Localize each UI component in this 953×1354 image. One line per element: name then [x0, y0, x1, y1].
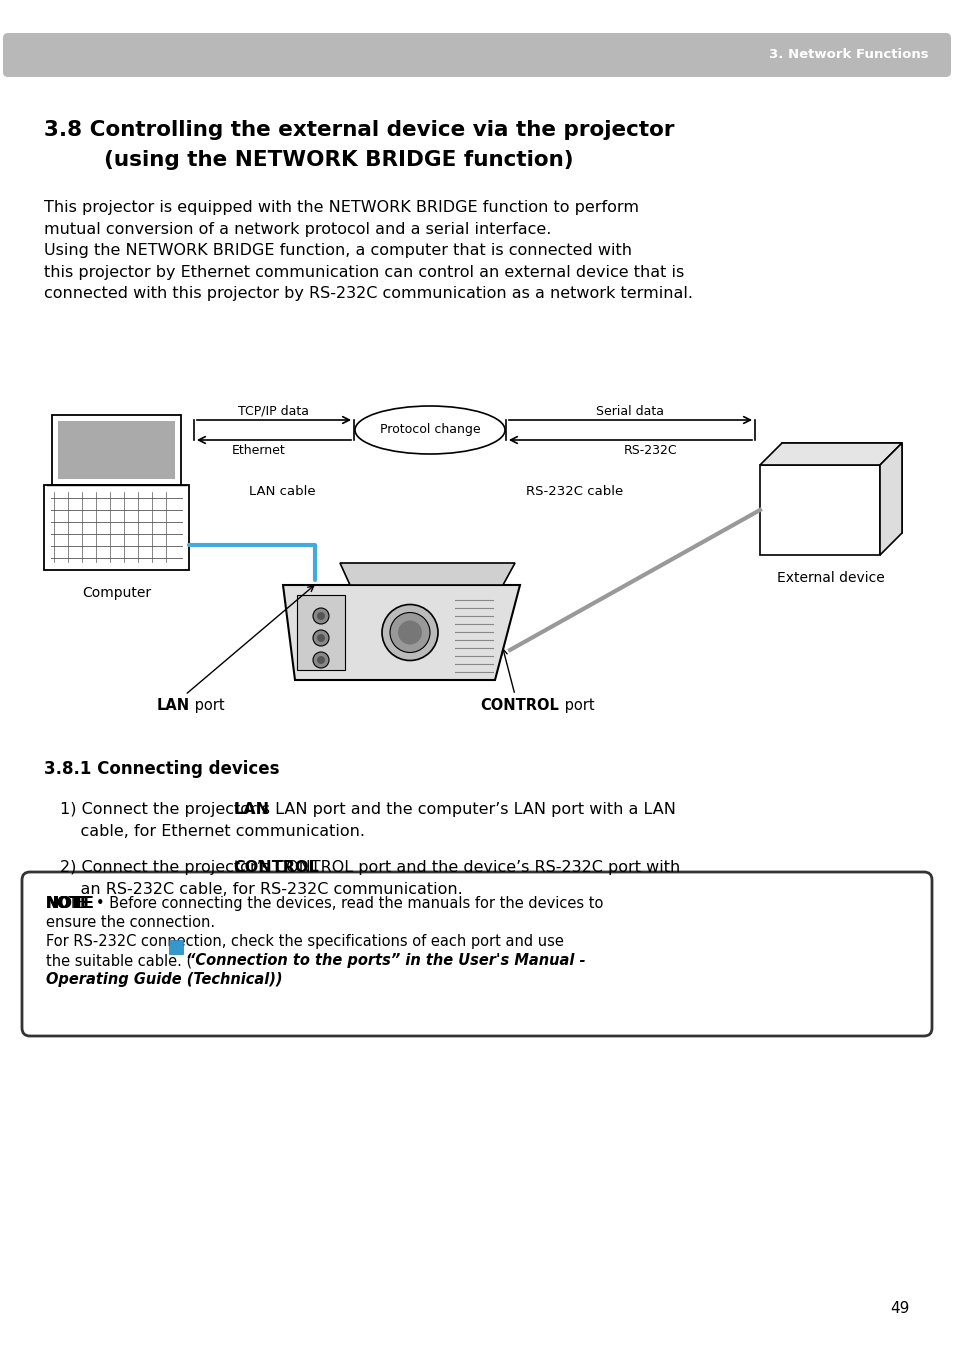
Text: RS-232C: RS-232C [623, 444, 677, 458]
Polygon shape [296, 594, 345, 670]
Text: CONTROL: CONTROL [479, 699, 558, 714]
Polygon shape [58, 421, 174, 479]
Text: This projector is equipped with the NETWORK BRIDGE function to perform
mutual co: This projector is equipped with the NETW… [44, 200, 692, 302]
Circle shape [397, 620, 421, 645]
Text: 3. Network Functions: 3. Network Functions [768, 49, 928, 61]
Circle shape [390, 612, 430, 653]
Text: 2) Connect the projector’s CONTROL port and the device’s RS-232C port with
    a: 2) Connect the projector’s CONTROL port … [60, 860, 679, 896]
Circle shape [316, 634, 325, 642]
Text: 3.8 Controlling the external device via the projector: 3.8 Controlling the external device via … [44, 121, 674, 139]
Text: “Connection to the ports” in the User's Manual -: “Connection to the ports” in the User's … [186, 953, 585, 968]
Circle shape [316, 655, 325, 663]
Text: 49: 49 [890, 1301, 909, 1316]
Text: Protocol change: Protocol change [379, 424, 479, 436]
Text: Operating Guide (Technical)): Operating Guide (Technical)) [46, 972, 282, 987]
Polygon shape [781, 443, 901, 533]
Text: 3.8.1 Connecting devices: 3.8.1 Connecting devices [44, 760, 279, 779]
Polygon shape [760, 464, 879, 555]
Circle shape [313, 630, 329, 646]
FancyBboxPatch shape [3, 32, 950, 77]
Text: External device: External device [777, 571, 884, 585]
Text: NOTE: NOTE [46, 896, 95, 911]
Polygon shape [283, 585, 519, 680]
Circle shape [316, 612, 325, 620]
Text: (using the NETWORK BRIDGE function): (using the NETWORK BRIDGE function) [104, 150, 573, 171]
Text: LAN: LAN [233, 802, 269, 816]
Text: port: port [190, 699, 224, 714]
Text: port: port [559, 699, 594, 714]
Circle shape [313, 608, 329, 624]
Text: RS-232C cable: RS-232C cable [525, 485, 622, 498]
Text: NOTE: NOTE [46, 896, 91, 911]
Text: ensure the connection.: ensure the connection. [46, 915, 214, 930]
Text: the suitable cable. (: the suitable cable. ( [46, 953, 193, 968]
Text: Serial data: Serial data [596, 405, 664, 418]
Polygon shape [879, 443, 901, 555]
Polygon shape [44, 485, 189, 570]
FancyBboxPatch shape [169, 940, 183, 955]
Text: TCP/IP data: TCP/IP data [238, 405, 309, 418]
Ellipse shape [355, 406, 504, 454]
Circle shape [381, 604, 437, 661]
Text: Ethernet: Ethernet [232, 444, 286, 458]
Circle shape [313, 653, 329, 668]
Text: LAN: LAN [156, 699, 190, 714]
Polygon shape [52, 414, 181, 485]
Text: 1) Connect the projector’s LAN port and the computer’s LAN port with a LAN
    c: 1) Connect the projector’s LAN port and … [60, 802, 675, 838]
Text: For RS-232C connection, check the specifications of each port and use: For RS-232C connection, check the specif… [46, 934, 563, 949]
Text: CONTROL: CONTROL [233, 860, 318, 875]
Text: Computer: Computer [82, 586, 151, 600]
Text: NOTE  • Before connecting the devices, read the manuals for the devices to: NOTE • Before connecting the devices, re… [46, 896, 602, 911]
FancyBboxPatch shape [22, 872, 931, 1036]
Polygon shape [760, 443, 901, 464]
Polygon shape [339, 563, 515, 585]
Text: LAN cable: LAN cable [249, 485, 315, 498]
